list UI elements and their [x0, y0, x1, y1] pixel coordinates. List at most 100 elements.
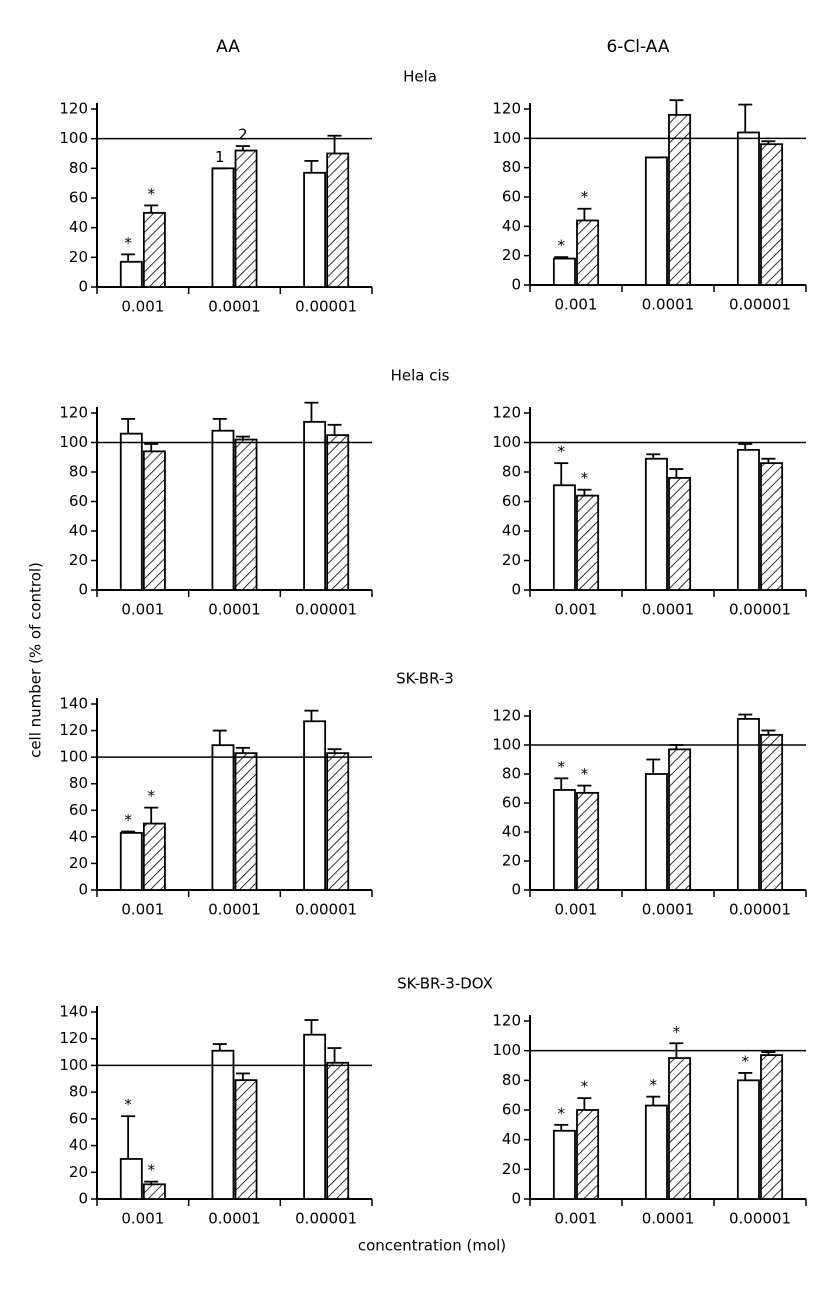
bar	[211, 744, 235, 891]
y-tick-label: 120	[59, 404, 88, 422]
bar	[552, 1129, 576, 1200]
bar	[736, 1079, 760, 1200]
x-tick-label: 0.00001	[295, 601, 357, 619]
y-tick-label: 100	[492, 433, 521, 451]
bar	[326, 752, 350, 891]
y-tick-label: 40	[502, 217, 521, 235]
bar	[760, 733, 784, 891]
bar	[326, 152, 350, 288]
y-tick-label: 80	[502, 463, 521, 481]
y-tick-label: 80	[502, 765, 521, 783]
bar	[736, 131, 760, 286]
bar	[576, 1109, 600, 1200]
y-tick-label: 60	[502, 492, 521, 510]
y-tick-label: 80	[502, 158, 521, 176]
column-title: AA	[216, 37, 240, 57]
x-axis-label: concentration (mol)	[358, 1237, 506, 1255]
bar	[142, 450, 166, 591]
y-tick-label: 100	[59, 433, 88, 451]
bar	[760, 143, 784, 286]
y-tick-label: 0	[78, 881, 88, 899]
bar	[142, 211, 166, 288]
y-tick-label: 100	[492, 1041, 521, 1059]
y-tick-label: 100	[59, 129, 88, 147]
bar	[119, 1158, 143, 1200]
bar	[142, 1183, 166, 1200]
bar	[234, 752, 258, 891]
y-tick-label: 20	[502, 852, 521, 870]
y-tick-label: 40	[502, 1130, 521, 1148]
y-tick-label: 0	[511, 276, 521, 294]
y-tick-label: 100	[492, 736, 521, 754]
x-tick-label: 0.0001	[208, 901, 261, 919]
bar	[119, 260, 143, 288]
y-tick-label: 120	[492, 404, 521, 422]
y-tick-label: 40	[69, 218, 88, 236]
x-tick-label: 0.00001	[729, 1210, 791, 1228]
x-tick-label: 0.00001	[729, 601, 791, 619]
x-tick-label: 0.0001	[208, 601, 261, 619]
y-tick-label: 120	[492, 707, 521, 725]
bar-annotation: *	[557, 1104, 565, 1122]
y-tick-label: 0	[78, 1190, 88, 1208]
bar	[552, 789, 576, 891]
y-tick-label: 120	[59, 100, 88, 118]
x-tick-label: 0.0001	[642, 901, 695, 919]
x-tick-label: 0.0001	[642, 1210, 695, 1228]
bar	[234, 438, 258, 591]
y-tick-label: 0	[78, 278, 88, 296]
bar	[119, 432, 143, 591]
y-tick-label: 40	[502, 522, 521, 540]
y-tick-label: 0	[511, 581, 521, 599]
y-tick-label: 20	[69, 854, 88, 872]
x-tick-label: 0.001	[121, 1210, 164, 1228]
y-axis-label: cell number (% of control)	[27, 562, 45, 758]
column-title: 6-Cl-AA	[606, 37, 669, 57]
y-tick-label: 120	[59, 1029, 88, 1047]
y-tick-label: 40	[69, 1136, 88, 1154]
bar	[760, 1054, 784, 1200]
y-tick-label: 120	[492, 100, 521, 118]
x-tick-label: 0.00001	[729, 901, 791, 919]
y-tick-label: 100	[59, 748, 88, 766]
bar	[668, 113, 692, 286]
row-title: SK-BR-3-DOX	[397, 975, 493, 993]
bar-annotation: *	[124, 811, 132, 829]
y-tick-label: 140	[59, 695, 88, 713]
x-tick-label: 0.00001	[295, 298, 357, 316]
bar-annotation: *	[581, 1078, 589, 1096]
bar	[644, 156, 668, 286]
bar	[668, 1057, 692, 1200]
bar	[303, 171, 327, 288]
y-tick-label: 60	[69, 1109, 88, 1127]
bar	[326, 1061, 350, 1200]
y-tick-label: 80	[69, 463, 88, 481]
y-tick-label: 80	[502, 1071, 521, 1089]
y-tick-label: 20	[502, 1160, 521, 1178]
y-tick-label: 60	[502, 188, 521, 206]
y-tick-label: 20	[69, 551, 88, 569]
x-tick-label: 0.00001	[295, 1210, 357, 1228]
bar	[211, 429, 235, 591]
x-tick-label: 0.00001	[295, 901, 357, 919]
bar-annotation: 1	[215, 148, 225, 166]
row-title: Hela cis	[391, 367, 450, 385]
bar	[576, 219, 600, 286]
y-tick-label: 80	[69, 159, 88, 177]
x-tick-label: 0.0001	[642, 296, 695, 314]
bar-annotation: *	[649, 1076, 657, 1094]
y-tick-label: 60	[502, 794, 521, 812]
y-tick-label: 20	[502, 551, 521, 569]
bar-annotation: *	[673, 1023, 681, 1041]
y-tick-label: 120	[59, 721, 88, 739]
bar-annotation: *	[124, 1096, 132, 1114]
bar	[668, 476, 692, 591]
y-tick-label: 60	[69, 801, 88, 819]
bar	[303, 1033, 327, 1200]
bar	[552, 257, 576, 286]
y-tick-label: 80	[69, 774, 88, 792]
bar-annotation: *	[557, 443, 565, 461]
bar-annotation: *	[557, 237, 565, 255]
x-tick-label: 0.0001	[208, 1210, 261, 1228]
